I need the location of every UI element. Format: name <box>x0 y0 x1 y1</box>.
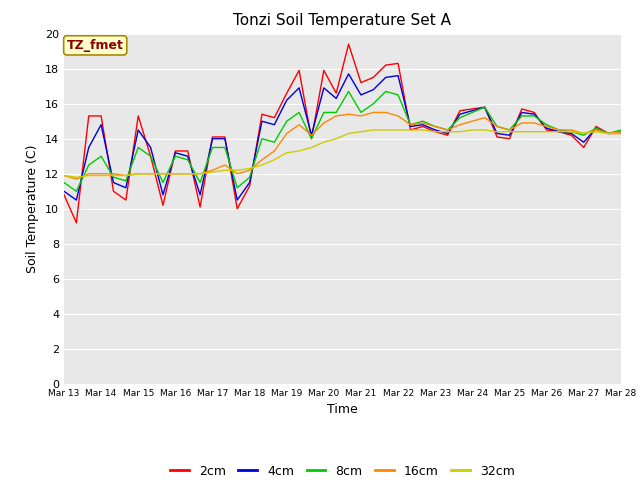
Text: TZ_fmet: TZ_fmet <box>67 39 124 52</box>
Y-axis label: Soil Temperature (C): Soil Temperature (C) <box>26 144 40 273</box>
X-axis label: Time: Time <box>327 403 358 417</box>
Legend: 2cm, 4cm, 8cm, 16cm, 32cm: 2cm, 4cm, 8cm, 16cm, 32cm <box>165 460 520 480</box>
Title: Tonzi Soil Temperature Set A: Tonzi Soil Temperature Set A <box>234 13 451 28</box>
